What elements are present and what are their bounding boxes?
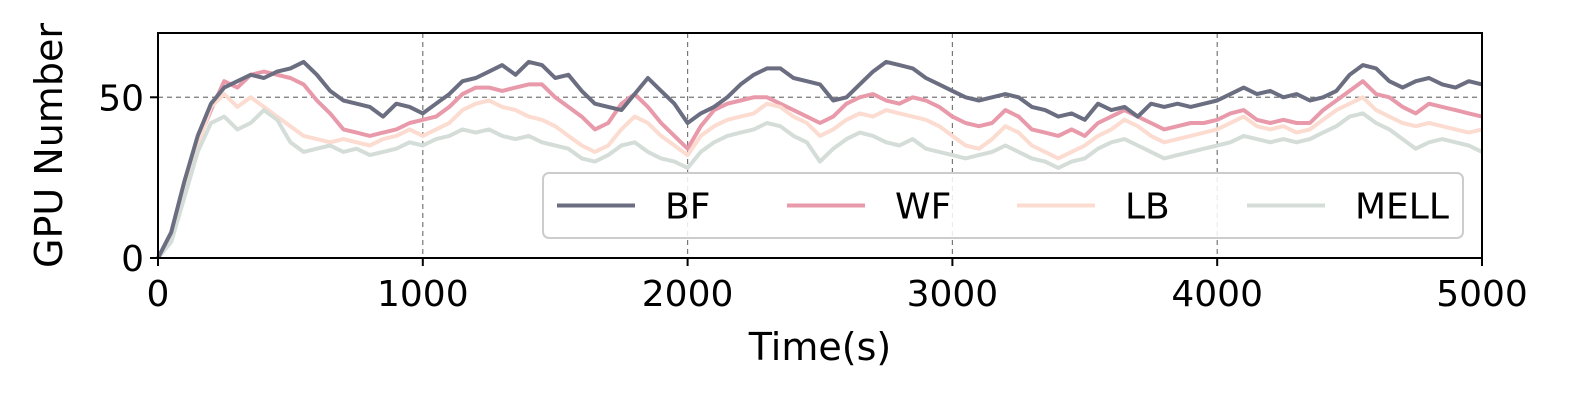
x-axis-title: Time(s) [748,325,891,369]
x-tick-label: 1000 [377,274,469,315]
plot-frame [157,32,1483,259]
legend-label-bf: BF [665,187,710,228]
legend-label-lb: LB [1125,187,1170,228]
legend-label-wf: WF [895,187,951,228]
x-tick-label: 5000 [1436,274,1528,315]
legend-label-mell: MELL [1355,187,1449,228]
legend: BF WF LB MELL [542,172,1464,239]
series-lines [156,59,1483,260]
x-tick-label: 3000 [907,274,999,315]
series-line-wf [156,69,1483,260]
series-line-mell [156,108,1483,260]
x-tick-label: 4000 [1171,274,1263,315]
x-tick-label: 2000 [642,274,734,315]
series-line-bf [156,59,1483,259]
x-tick-label: 0 [147,274,170,315]
y-tick-label: 50 [98,78,144,119]
series-line-lb [156,92,1483,260]
y-axis-title: GPU Number [27,23,71,268]
y-tick-label: 0 [121,239,144,280]
axis-ticks: 0 1000 2000 3000 4000 5000 0 50 [98,78,1528,315]
legend-box [542,172,1464,239]
